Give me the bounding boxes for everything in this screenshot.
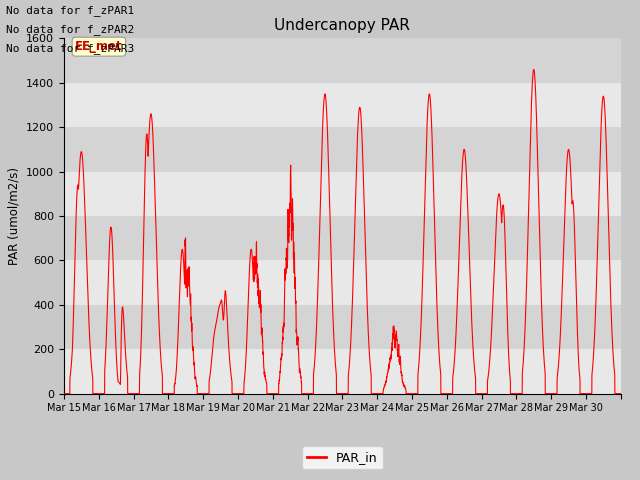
Text: No data for f_zPAR1: No data for f_zPAR1 [6, 5, 134, 16]
Title: Undercanopy PAR: Undercanopy PAR [275, 18, 410, 33]
Text: No data for f_zPAR2: No data for f_zPAR2 [6, 24, 134, 35]
Text: EE_met: EE_met [75, 40, 123, 53]
Bar [64, 349, 621, 394]
Bar [64, 172, 621, 216]
Bar [64, 260, 621, 305]
Bar [64, 216, 621, 260]
Bar [64, 83, 621, 127]
Y-axis label: PAR (umol/m2/s): PAR (umol/m2/s) [8, 167, 20, 265]
Bar [64, 38, 621, 83]
Bar [64, 305, 621, 349]
Text: No data for f_zPAR3: No data for f_zPAR3 [6, 43, 134, 54]
Legend: PAR_in: PAR_in [302, 446, 383, 469]
Bar [64, 127, 621, 171]
